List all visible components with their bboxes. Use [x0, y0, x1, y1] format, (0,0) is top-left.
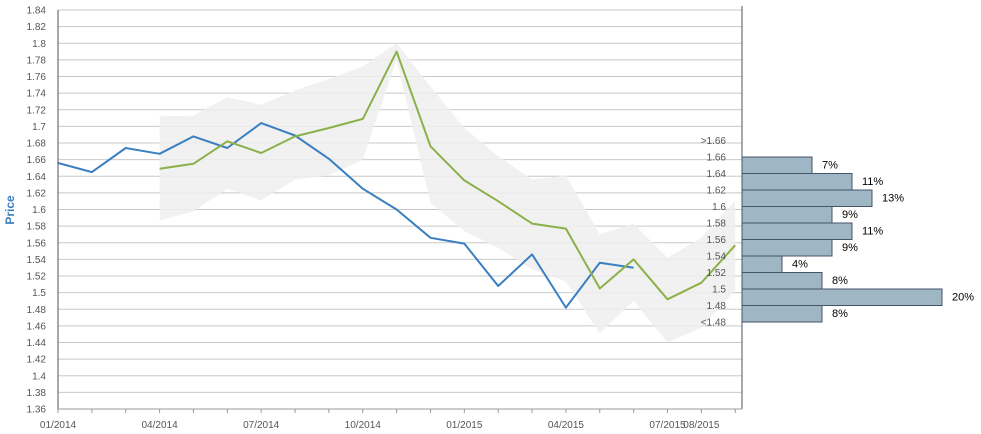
y-tick-label: 1.6 — [32, 205, 46, 216]
distribution-bar — [741, 255, 783, 273]
y-tick-label: 1.42 — [27, 355, 47, 366]
distribution-bar — [741, 189, 873, 207]
distribution-bar — [741, 222, 853, 240]
distribution-bin-label: 1.58 — [707, 219, 727, 230]
y-tick-label: 1.52 — [27, 272, 47, 283]
distribution-bar — [741, 239, 833, 257]
y-tick-label: 1.72 — [27, 105, 47, 116]
x-tick-label: 08/2015 — [683, 420, 720, 431]
x-axis-tick-labels: 01/2014 04/2014 07/2014 10/2014 01/2015 04/20… — [40, 420, 720, 431]
y-tick-label: 1.7 — [32, 122, 46, 133]
x-tick-label: 07/2014 — [243, 420, 280, 431]
distribution-percent-label: 11% — [862, 176, 883, 188]
y-tick-label: 1.54 — [27, 255, 47, 266]
distribution-bar — [741, 272, 823, 290]
distribution-percent-label: 8% — [832, 308, 848, 320]
distribution-bar — [741, 173, 853, 191]
distribution-bin-label: 1.52 — [707, 268, 727, 279]
distribution-bin-label: >1.66 — [701, 136, 727, 147]
y-tick-label: 1.62 — [27, 188, 47, 199]
distribution-bars: >1.66 1.66 1.64 1.62 1.6 1.58 1.56 1.54 1.52 1.5 1… — [701, 136, 975, 329]
y-tick-label: 1.64 — [27, 172, 47, 183]
distribution-bin-label: 1.5 — [712, 285, 726, 296]
y-tick-label: 1.4 — [32, 371, 46, 382]
x-tick-label: 04/2014 — [142, 420, 179, 431]
confidence-band — [159, 43, 736, 343]
x-tick-label: 07/2015 — [649, 420, 686, 431]
actual-series-line — [58, 122, 634, 309]
distribution-percent-label: 13% — [882, 193, 904, 205]
y-tick-label: 1.74 — [27, 89, 47, 100]
x-tick-label: 01/2015 — [446, 420, 483, 431]
distribution-percent-label: 9% — [842, 242, 858, 254]
grid-lines — [58, 9, 742, 410]
y-tick-label: 1.36 — [27, 405, 47, 416]
distribution-bin-label: 1.66 — [707, 153, 727, 164]
y-tick-label: 1.82 — [27, 22, 47, 33]
distribution-percent-label: 20% — [952, 292, 974, 304]
x-tick-label: 10/2014 — [345, 420, 382, 431]
distribution-bar — [741, 288, 943, 306]
series-layer — [58, 50, 736, 309]
distribution-bin-label: 1.54 — [707, 252, 727, 263]
y-axis-label: Price — [3, 195, 17, 225]
distribution-bin-label: 1.56 — [707, 235, 727, 246]
x-tick-label: 04/2015 — [548, 420, 585, 431]
y-tick-label: 1.46 — [27, 321, 47, 332]
distribution-bin-label: 1.48 — [707, 301, 727, 312]
x-tick-label: 01/2014 — [40, 420, 77, 431]
distribution-bar — [741, 305, 823, 323]
y-tick-label: 1.38 — [27, 388, 47, 399]
confidence-band-layer — [159, 43, 736, 343]
distribution-percent-label: 8% — [832, 275, 848, 287]
y-tick-label: 1.5 — [32, 288, 46, 299]
y-tick-label: 1.76 — [27, 72, 47, 83]
y-tick-label: 1.44 — [27, 338, 47, 349]
y-tick-label: 1.56 — [27, 238, 47, 249]
distribution-bin-label: 1.6 — [712, 202, 726, 213]
y-tick-label: 1.84 — [27, 6, 47, 17]
distribution-bin-label: 1.62 — [707, 186, 727, 197]
y-tick-label: 1.78 — [27, 55, 47, 66]
y-tick-label: 1.66 — [27, 155, 47, 166]
distribution-percent-label: 9% — [842, 209, 858, 221]
y-axis-tick-labels: 1.36 1.38 1.4 1.42 1.44 1.46 1.48 1.5 1.52 1.54 1.… — [27, 6, 47, 416]
y-tick-label: 1.58 — [27, 222, 47, 233]
y-tick-label: 1.8 — [32, 39, 46, 50]
forecast-series-line — [159, 50, 736, 301]
distribution-bin-label: <1.48 — [701, 318, 727, 329]
distribution-percent-label: 4% — [792, 259, 808, 271]
distribution-percent-label: 11% — [862, 226, 883, 238]
y-tick-label: 1.48 — [27, 305, 47, 316]
distribution-bar — [741, 156, 813, 174]
distribution-percent-label: 7% — [822, 160, 838, 172]
distribution-bin-label: 1.64 — [707, 169, 727, 180]
distribution-bar — [741, 206, 833, 224]
y-tick-label: 1.68 — [27, 139, 47, 150]
